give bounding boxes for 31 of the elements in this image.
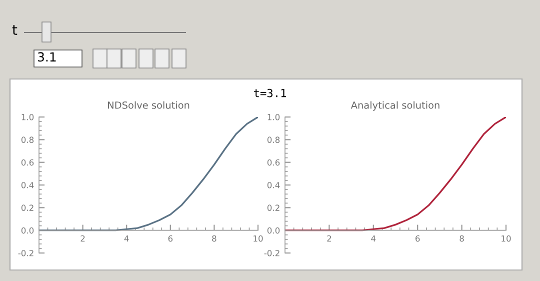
x-tick-label: 2 [80, 235, 85, 242]
y-tick-label: 0.2 [267, 204, 280, 211]
y-tick-label: 0.6 [267, 159, 280, 166]
y-tick-label: 0.6 [21, 159, 34, 166]
x-tick-label: 6 [168, 235, 173, 242]
text: t [12, 25, 18, 35]
line-series [285, 117, 506, 232]
y-tick-label: 0.2 [21, 204, 34, 211]
y-tick-label: 0.8 [21, 136, 34, 143]
y-tick-label: 0.4 [21, 182, 34, 188]
y-tick-label: -0.2 [264, 250, 280, 256]
x-tick-label: 4 [371, 235, 376, 242]
x-tick-label: 4 [124, 235, 129, 242]
line-series [39, 117, 258, 232]
y-tick-label: 0.0 [267, 227, 280, 234]
x-tick-label: 6 [416, 235, 420, 242]
y-tick-label: 0.4 [267, 182, 280, 188]
x-tick-label: 10 [502, 235, 511, 242]
chart-title: NDSolve solution [108, 101, 190, 109]
x-tick-label: 8 [460, 235, 464, 242]
y-tick-label: 0.8 [267, 136, 280, 143]
chart-title: Analytical solution [350, 101, 440, 111]
x-tick-label: 8 [212, 235, 216, 242]
text: t=3.1 [254, 88, 286, 98]
x-tick-label: 10 [254, 235, 263, 242]
y-tick-label: -0.2 [18, 250, 34, 256]
y-tick-label: 1.0 [22, 114, 34, 120]
y-tick-label: 0.0 [21, 227, 34, 234]
text: 3.1 [38, 52, 56, 62]
x-tick-label: 2 [327, 235, 332, 242]
y-tick-label: 1.0 [268, 114, 280, 120]
